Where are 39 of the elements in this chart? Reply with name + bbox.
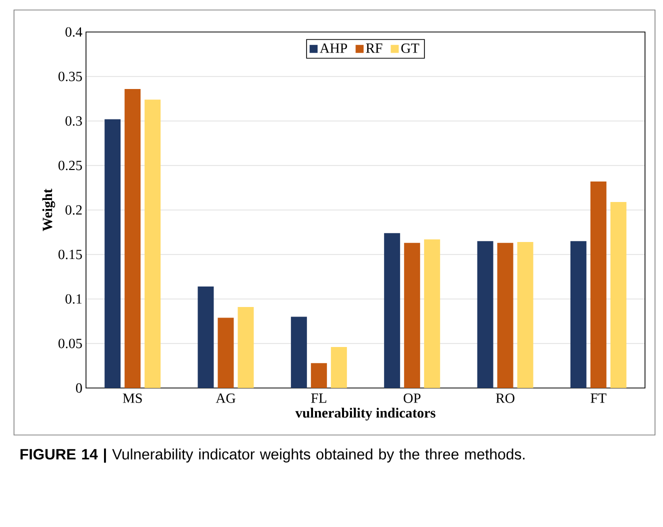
bar bbox=[477, 241, 494, 388]
y-tick-label: 0 bbox=[76, 383, 82, 393]
bar bbox=[238, 307, 254, 388]
bar bbox=[218, 318, 234, 388]
y-tick-label: 0.15 bbox=[58, 250, 82, 260]
legend-label: RF bbox=[366, 44, 382, 53]
y-tick-label: 0.05 bbox=[58, 338, 82, 348]
bar bbox=[104, 119, 121, 388]
bar bbox=[124, 88, 141, 388]
x-tick-label: RO bbox=[496, 394, 514, 403]
y-axis-title: Weight bbox=[42, 188, 56, 232]
legend-label: GT bbox=[401, 44, 420, 53]
x-tick-label: MS bbox=[122, 394, 142, 403]
bar bbox=[330, 347, 347, 388]
bar bbox=[517, 242, 534, 388]
x-tick-label: AG bbox=[216, 394, 236, 403]
bar bbox=[590, 182, 606, 388]
y-tick-label: 0.35 bbox=[58, 72, 82, 82]
bar bbox=[384, 233, 400, 388]
y-tick-label: 0.3 bbox=[66, 116, 82, 126]
legend-label: AHP bbox=[320, 44, 348, 53]
text: FIGURE 14 | Vulnerability indicator weights obtained by the three methods. bbox=[20, 448, 524, 463]
bar bbox=[610, 202, 626, 388]
bar bbox=[290, 316, 307, 388]
bar bbox=[198, 286, 214, 388]
x-axis-title: vulnerability indicators bbox=[295, 408, 436, 421]
bar bbox=[497, 242, 514, 388]
y-tick-label: 0.1 bbox=[66, 294, 82, 304]
bar bbox=[144, 100, 161, 388]
y-tick-label: 0.2 bbox=[66, 205, 82, 215]
y-tick-label: 0.25 bbox=[58, 160, 82, 170]
y-tick-label: 0.4 bbox=[66, 27, 82, 37]
bar bbox=[570, 241, 586, 388]
bar bbox=[310, 363, 327, 388]
bar bbox=[424, 239, 440, 388]
x-tick-label: OP bbox=[404, 394, 420, 403]
x-tick-label: FT bbox=[590, 394, 606, 403]
bar bbox=[404, 242, 420, 388]
x-tick-label: FL bbox=[311, 394, 326, 403]
